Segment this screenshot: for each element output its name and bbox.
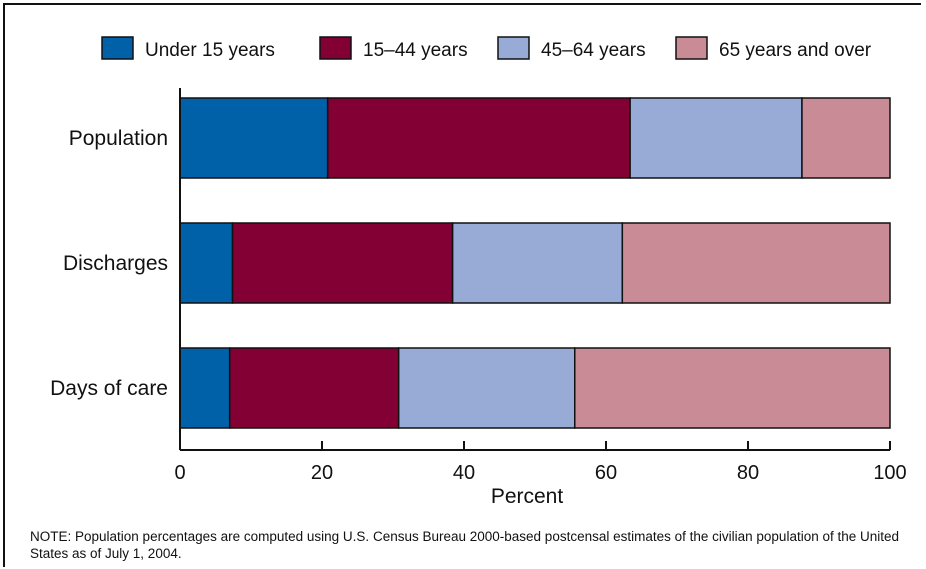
x-tick-label: 80 <box>737 462 759 484</box>
bar-segment <box>621 222 891 304</box>
x-tick-label: 0 <box>174 462 185 484</box>
bar-segment <box>629 97 803 179</box>
x-tick-label: 20 <box>311 462 333 484</box>
category-label: Discharges <box>63 252 168 275</box>
legend-label: 65 years and over <box>719 40 872 61</box>
x-axis-label: Percent <box>491 485 564 508</box>
category-labels: Population Discharges Days of care <box>50 127 168 400</box>
bar-segment <box>801 97 891 179</box>
chart-frame <box>3 3 921 567</box>
bar-segment <box>179 347 231 429</box>
category-label: Population <box>69 127 168 150</box>
bar-segment <box>326 97 631 179</box>
bar-segment <box>228 347 400 429</box>
bar-segment <box>397 347 576 429</box>
bar-segment <box>451 222 624 304</box>
legend-swatch <box>497 36 530 60</box>
x-tick-label: 100 <box>873 462 906 484</box>
legend: Under 15 years 15–44 years 45–64 years 65 y… <box>101 36 872 61</box>
bar-segment <box>574 347 891 429</box>
bars <box>179 97 891 429</box>
x-tick-label: 40 <box>453 462 475 484</box>
legend-label: 15–44 years <box>363 40 468 61</box>
bar-segment <box>179 222 234 304</box>
legend-swatch <box>319 36 352 60</box>
axes <box>179 88 891 451</box>
legend-label: 45–64 years <box>541 40 646 61</box>
bar-segment <box>231 222 454 304</box>
legend-swatch <box>101 36 134 60</box>
x-tick-label: 60 <box>595 462 617 484</box>
legend-label: Under 15 years <box>145 40 275 61</box>
x-tick-labels: 0 20 40 60 80 100 <box>174 462 906 484</box>
legend-swatch <box>675 36 708 60</box>
bar-segment <box>179 97 329 179</box>
category-label: Days of care <box>50 377 168 400</box>
chart-note: NOTE: Population percentages are compute… <box>30 529 900 561</box>
